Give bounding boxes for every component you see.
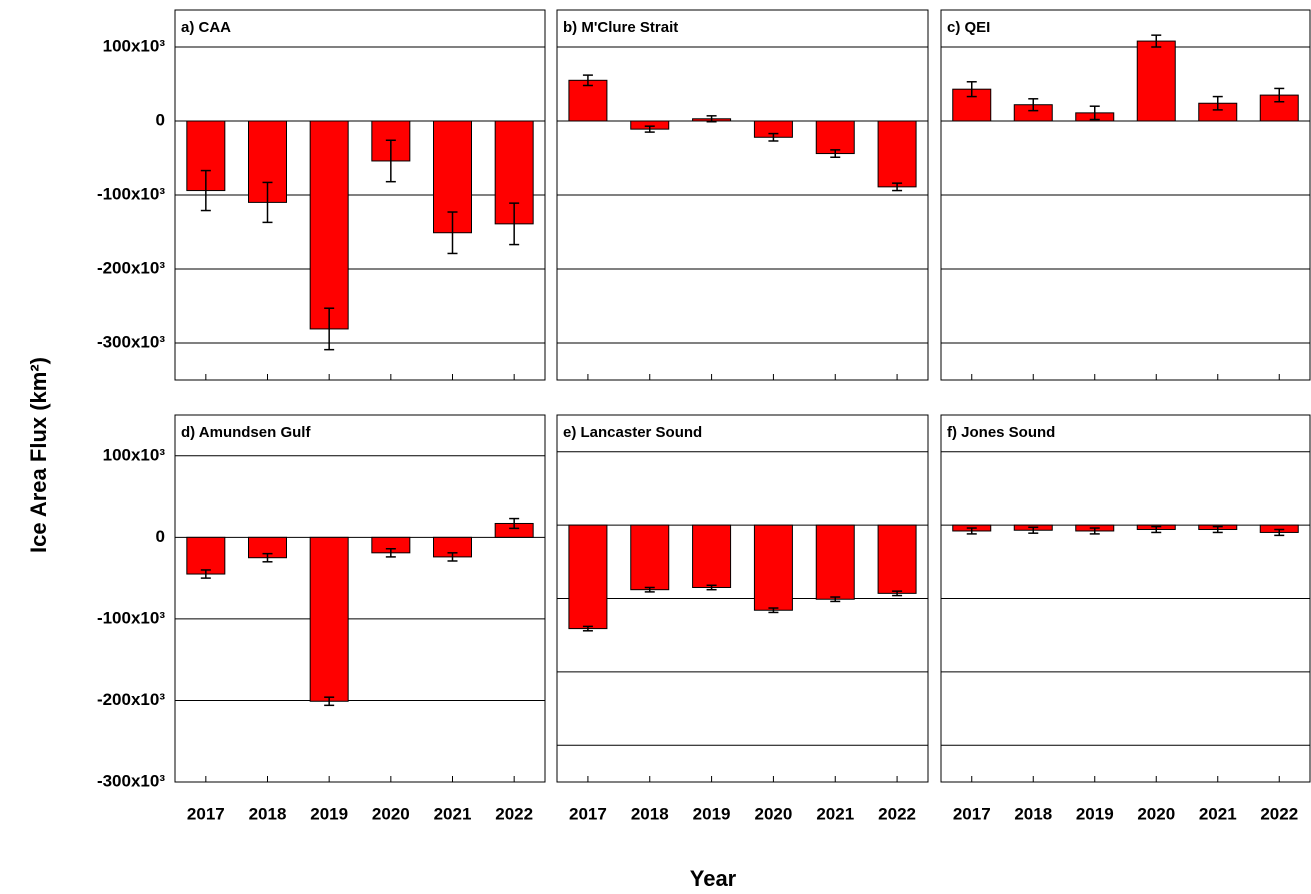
x-tick-label: 2021 [1199, 804, 1237, 823]
x-tick-label: 2022 [1260, 804, 1298, 823]
x-tick-label: 2022 [495, 804, 533, 823]
y-tick-label: -300x10³ [97, 332, 165, 351]
panel-title: d) Amundsen Gulf [181, 424, 311, 441]
y-tick-label: 0 [156, 527, 165, 546]
bar [186, 536, 226, 575]
plot-frame [556, 414, 929, 783]
panel-title: b) M'Clure Strait [563, 19, 678, 36]
plot-frame [940, 9, 1311, 381]
x-tick-label: 2022 [878, 804, 916, 823]
x-tick-label: 2020 [755, 804, 793, 823]
bar [309, 536, 349, 702]
bar [877, 524, 917, 594]
y-tick-label: 0 [156, 110, 165, 129]
bar [309, 120, 349, 330]
panel-title: f) Jones Sound [947, 424, 1055, 441]
bar [692, 524, 732, 588]
y-tick-label: -200x10³ [97, 258, 165, 277]
y-tick-label: -100x10³ [97, 184, 165, 203]
y-tick-label: -200x10³ [97, 690, 165, 709]
x-tick-label: 2019 [1076, 804, 1114, 823]
bar [753, 524, 793, 611]
y-tick-label: 100x10³ [103, 36, 166, 55]
x-tick-label: 2021 [816, 804, 854, 823]
x-tick-label: 2017 [953, 804, 991, 823]
y-tick-label: -300x10³ [97, 771, 165, 790]
y-tick-label: 100x10³ [103, 445, 166, 464]
panel-title: c) QEI [947, 19, 990, 36]
x-tick-label: 2021 [434, 804, 472, 823]
x-tick-label: 2020 [372, 804, 410, 823]
bar [568, 79, 608, 122]
x-tick-label: 2019 [310, 804, 348, 823]
panel-title: e) Lancaster Sound [563, 424, 702, 441]
bar [815, 120, 855, 155]
x-axis-title: Year [690, 866, 737, 891]
x-tick-label: 2017 [187, 804, 225, 823]
x-tick-label: 2020 [1137, 804, 1175, 823]
bar [1136, 40, 1176, 122]
plot-frame [174, 9, 546, 381]
plot-frame [174, 414, 546, 783]
x-tick-label: 2018 [631, 804, 669, 823]
plot-frame [556, 9, 929, 381]
x-tick-label: 2017 [569, 804, 607, 823]
x-tick-label: 2018 [1014, 804, 1052, 823]
bar [630, 524, 670, 591]
plot-frame [940, 414, 1311, 783]
panel-title: a) CAA [181, 19, 231, 36]
bar [815, 524, 855, 600]
y-tick-label: -100x10³ [97, 608, 165, 627]
x-tick-label: 2018 [249, 804, 287, 823]
bar [877, 120, 917, 188]
y-axis-title: Ice Area Flux (km²) [26, 357, 51, 553]
x-tick-label: 2019 [693, 804, 731, 823]
bar [568, 524, 608, 630]
